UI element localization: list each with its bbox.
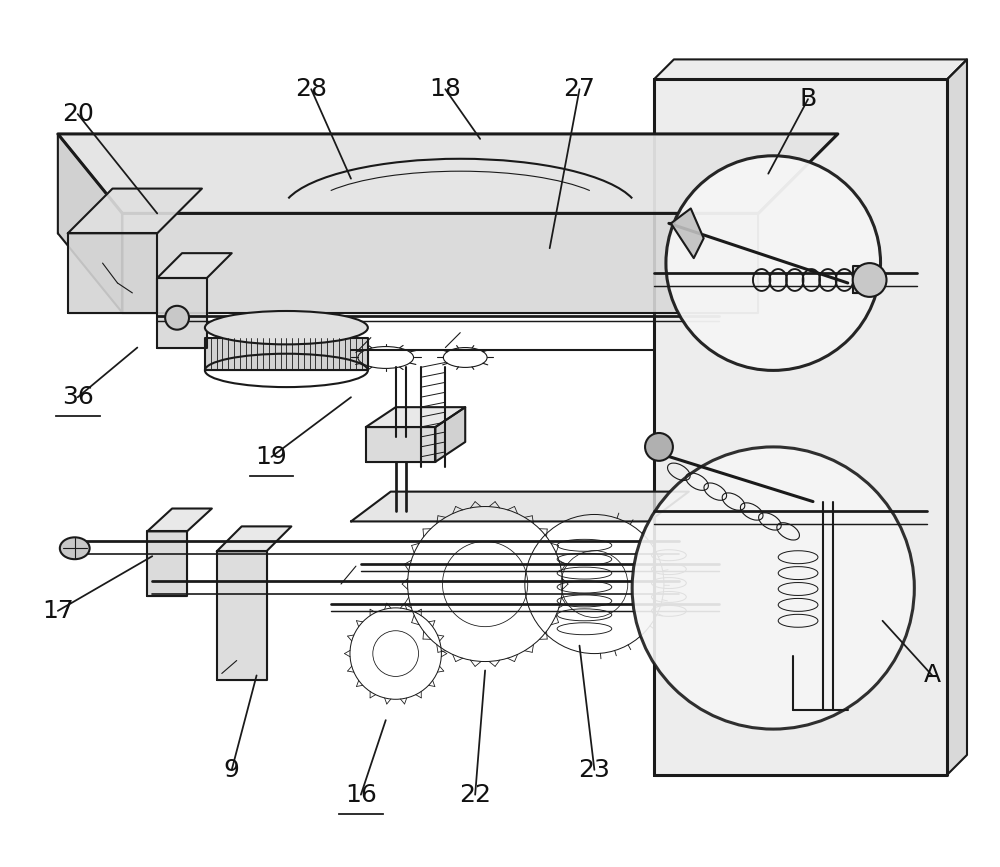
- Polygon shape: [654, 60, 967, 79]
- Ellipse shape: [60, 538, 90, 559]
- Polygon shape: [68, 189, 202, 233]
- Text: 36: 36: [62, 385, 94, 409]
- Polygon shape: [217, 551, 267, 681]
- Text: 16: 16: [345, 783, 377, 806]
- Polygon shape: [351, 492, 689, 521]
- Text: 27: 27: [564, 77, 595, 101]
- Polygon shape: [671, 208, 704, 258]
- Circle shape: [645, 433, 673, 461]
- Polygon shape: [947, 60, 967, 775]
- Text: 23: 23: [578, 758, 610, 782]
- Text: 20: 20: [62, 102, 94, 126]
- Polygon shape: [157, 253, 232, 278]
- Polygon shape: [654, 79, 947, 775]
- Polygon shape: [58, 134, 838, 213]
- Circle shape: [632, 447, 914, 729]
- Text: 28: 28: [295, 77, 327, 101]
- Text: A: A: [924, 663, 941, 688]
- Polygon shape: [366, 407, 465, 427]
- Circle shape: [165, 306, 189, 329]
- Polygon shape: [217, 526, 291, 551]
- Circle shape: [666, 156, 881, 370]
- Polygon shape: [68, 233, 157, 313]
- Text: 19: 19: [256, 445, 287, 469]
- Text: 18: 18: [429, 77, 461, 101]
- Polygon shape: [147, 509, 212, 531]
- Polygon shape: [122, 213, 758, 313]
- Text: 22: 22: [459, 783, 491, 806]
- Polygon shape: [366, 427, 435, 462]
- Polygon shape: [205, 337, 368, 370]
- Polygon shape: [58, 134, 122, 313]
- Text: 17: 17: [42, 599, 74, 623]
- Polygon shape: [435, 407, 465, 462]
- Polygon shape: [157, 278, 207, 348]
- Polygon shape: [147, 531, 187, 596]
- Polygon shape: [853, 266, 880, 293]
- Text: 9: 9: [224, 758, 240, 782]
- Text: B: B: [799, 88, 817, 111]
- Circle shape: [853, 263, 887, 297]
- Ellipse shape: [205, 311, 368, 344]
